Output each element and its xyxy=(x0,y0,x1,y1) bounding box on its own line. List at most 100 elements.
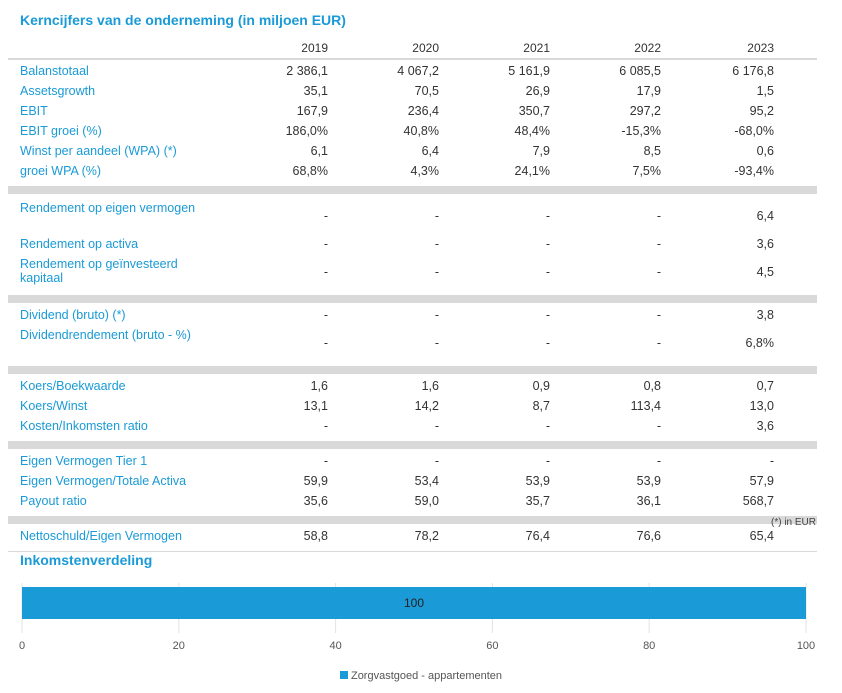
cell-value: 297,2 xyxy=(629,104,661,118)
table-section: Nettoschuld/Eigen Vermogen 58,8 78,2 76,4 76… xyxy=(8,524,817,551)
cell-value: 70,5 xyxy=(414,84,439,98)
income-title: Inkomstenverdeling xyxy=(20,552,153,568)
cell-value: 3,6 xyxy=(756,237,774,251)
cell-value: 5 161,9 xyxy=(508,64,550,78)
cell-value: 65,4 xyxy=(749,529,774,543)
cell-value: 6,8% xyxy=(745,336,775,350)
cell-value: - xyxy=(545,237,550,251)
cell-value: - xyxy=(434,237,439,251)
cell-value: 35,6 xyxy=(303,494,328,508)
x-tick-label: 100 xyxy=(797,640,815,652)
cell-value: 95,2 xyxy=(749,104,774,118)
cell-value: - xyxy=(545,265,550,279)
chart-legend: Zorgvastgoed - appartementen xyxy=(0,670,842,682)
cell-value: 0,9 xyxy=(532,379,550,393)
cell-value: 4,5 xyxy=(756,265,774,279)
table-bottom-line xyxy=(8,551,817,552)
cell-value: - xyxy=(323,419,328,433)
table-row: Rendement op activa - - - - 3,6 xyxy=(8,236,817,256)
cell-value: 35,7 xyxy=(525,494,550,508)
table-row: Payout ratio 35,6 59,0 35,7 36,1 568,7 xyxy=(8,493,817,513)
cell-value: 48,4% xyxy=(514,124,550,138)
row-label: EBIT xyxy=(20,104,48,118)
cell-value: 1,6 xyxy=(421,379,439,393)
cell-value: -68,0% xyxy=(734,124,774,138)
row-label: Winst per aandeel (WPA) (*) xyxy=(20,144,177,158)
cell-value: - xyxy=(656,237,661,251)
cell-value: 1,5 xyxy=(756,84,774,98)
cell-value: - xyxy=(656,419,661,433)
cell-value: 0,6 xyxy=(756,144,774,158)
cell-value: 236,4 xyxy=(407,104,439,118)
row-label: Koers/Boekwaarde xyxy=(20,379,126,393)
cell-value: - xyxy=(434,265,439,279)
row-label: Assetsgrowth xyxy=(20,84,96,98)
cell-value: - xyxy=(434,308,439,322)
table-row: Winst per aandeel (WPA) (*) 6,1 6,4 7,9 8,5 0… xyxy=(8,143,817,163)
cell-value: 7,9 xyxy=(532,144,550,158)
row-label: Rendement op eigen vermogen xyxy=(20,201,196,215)
cell-value: - xyxy=(323,308,328,322)
cell-value: - xyxy=(656,308,661,322)
legend-swatch xyxy=(339,671,348,679)
cell-value: 35,1 xyxy=(303,84,328,98)
table-row: Rendement op geïnvesteerd kapitaal - - - - 4,… xyxy=(8,256,817,292)
x-tick-label: 20 xyxy=(173,640,185,652)
section-separator xyxy=(8,441,817,449)
cell-value: -15,3% xyxy=(621,124,661,138)
row-label: Balanstotaal xyxy=(20,64,89,78)
page-title: Kerncijfers van de onderneming (in miljo… xyxy=(20,12,346,28)
cell-value: 350,7 xyxy=(518,104,550,118)
table-section: Rendement op eigen vermogen - - - -6,4 Rendem… xyxy=(8,194,817,295)
cell-value: - xyxy=(323,265,328,279)
cell-value: 53,9 xyxy=(636,474,661,488)
cell-value: 14,2 xyxy=(414,399,439,413)
cell-value: 6 176,8 xyxy=(732,64,774,78)
cell-value: -93,4% xyxy=(734,164,774,178)
cell-value: 0,7 xyxy=(756,379,774,393)
cell-value: 8,7 xyxy=(532,399,550,413)
cell-value: 13,0 xyxy=(749,399,774,413)
table-row: groei WPA (%) 68,8% 4,3% 24,1% 7,5% -93,4% xyxy=(8,163,817,183)
cell-value: 8,5 xyxy=(643,144,661,158)
cell-value: - xyxy=(323,336,328,350)
table-row: EBIT groei (%) 186,0% 40,8% 48,4% -15,3% -68,… xyxy=(8,123,817,143)
cell-value: 3,6 xyxy=(756,419,774,433)
cell-value: 76,4 xyxy=(525,529,550,543)
cell-value: 13,1 xyxy=(303,399,328,413)
cell-value: - xyxy=(434,419,439,433)
cell-value: 3,8 xyxy=(756,308,774,322)
table-section: Balanstotaal 2 386,1 4 067,2 5 161,9 6 085,5… xyxy=(8,60,817,186)
cell-value: - xyxy=(323,454,328,468)
table-row: Balanstotaal 2 386,1 4 067,2 5 161,9 6 085,5… xyxy=(8,63,817,83)
row-label: Koers/Winst xyxy=(20,399,88,413)
year-label: 2020 xyxy=(412,41,439,55)
cell-value: - xyxy=(545,419,550,433)
cell-value: 17,9 xyxy=(636,84,661,98)
cell-value: 68,8% xyxy=(292,164,328,178)
table-row: EBIT 167,9 236,4 350,7 297,2 95,2 xyxy=(8,103,817,123)
cell-value: 113,4 xyxy=(630,399,661,413)
cell-value: 4 067,2 xyxy=(397,64,439,78)
cell-value: 24,1% xyxy=(514,164,550,178)
cell-value: - xyxy=(545,336,550,350)
year-label: 2021 xyxy=(523,41,550,55)
cell-value: - xyxy=(323,237,328,251)
cell-value: 6 085,5 xyxy=(619,64,661,78)
row-label: Payout ratio xyxy=(20,494,87,508)
row-label: Rendement op activa xyxy=(20,237,139,251)
year-label: 2022 xyxy=(634,41,661,55)
cell-value: - xyxy=(545,209,550,223)
cell-value: - xyxy=(656,209,661,223)
row-label: groei WPA (%) xyxy=(20,164,102,178)
table-row: Koers/Boekwaarde 1,6 1,6 0,9 0,8 0,7 xyxy=(8,378,817,398)
table-row: Eigen Vermogen Tier 1 - - - - - xyxy=(8,453,817,473)
x-tick-label: 80 xyxy=(643,640,655,652)
cell-value: 57,9 xyxy=(749,474,774,488)
cell-value: 36,1 xyxy=(636,494,661,508)
table-section: Dividend (bruto) (*) - - - - 3,8 Dividendrende… xyxy=(8,303,817,366)
cell-value: - xyxy=(656,265,661,279)
table-row: Eigen Vermogen/Totale Activa 59,9 53,4 53,9… xyxy=(8,473,817,493)
section-separator xyxy=(8,186,817,194)
cell-value: 58,8 xyxy=(303,529,328,543)
